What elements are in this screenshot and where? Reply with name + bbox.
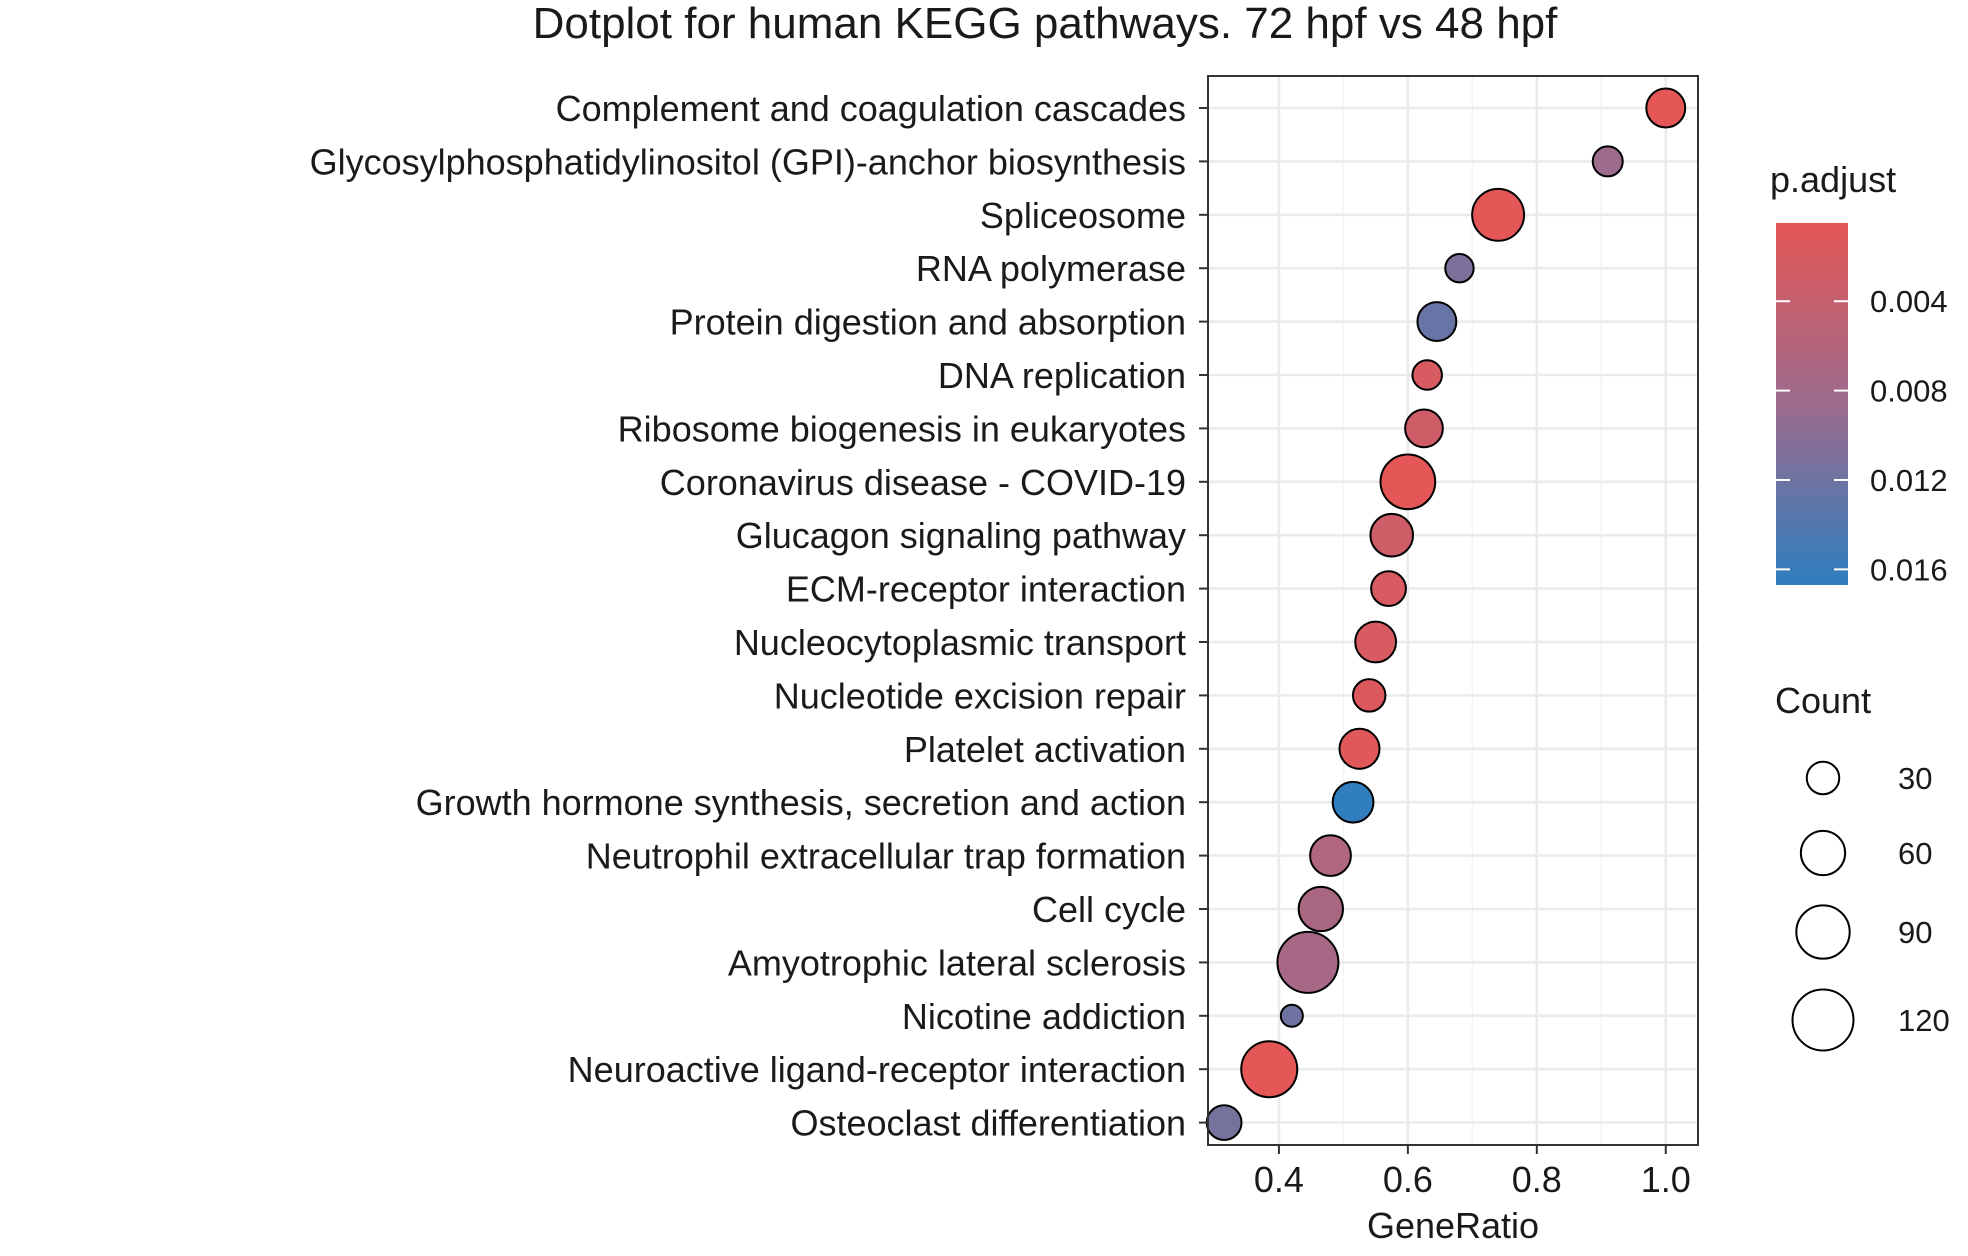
y-tick-label: Ribosome biogenesis in eukaryotes bbox=[618, 408, 1186, 449]
x-tick-label: 0.6 bbox=[1383, 1159, 1433, 1200]
color-legend-label: 0.012 bbox=[1870, 463, 1948, 498]
data-point bbox=[1240, 1040, 1299, 1099]
y-tick-label: RNA polymerase bbox=[916, 248, 1186, 289]
data-point bbox=[1379, 453, 1437, 511]
x-axis: 0.4 0.6 0.8 1.0 bbox=[1254, 1145, 1691, 1200]
size-legend-circle bbox=[1805, 760, 1841, 796]
y-tick-label: Neutrophil extracellular trap formation bbox=[586, 836, 1186, 877]
y-tick-label: Protein digestion and absorption bbox=[670, 302, 1186, 343]
x-tick-label: 1.0 bbox=[1641, 1159, 1691, 1200]
y-tick-label: Nucleotide excision repair bbox=[774, 675, 1186, 716]
size-legend-label: 90 bbox=[1898, 915, 1932, 950]
data-point bbox=[1411, 359, 1443, 391]
data-point bbox=[1279, 1003, 1304, 1028]
data-point bbox=[1338, 727, 1381, 770]
data-point bbox=[1331, 780, 1375, 824]
y-tick-label: Spliceosome bbox=[980, 195, 1186, 236]
data-point bbox=[1205, 1104, 1243, 1141]
data-point bbox=[1369, 512, 1415, 558]
size-legend: Count 30 60 90 120 bbox=[1775, 680, 1950, 1052]
y-tick-label: ECM-receptor interaction bbox=[786, 569, 1186, 610]
size-legend-circle bbox=[1791, 988, 1855, 1052]
data-point bbox=[1645, 87, 1687, 129]
y-tick-label: Neuroactive ligand-receptor interaction bbox=[568, 1049, 1186, 1090]
y-tick-label: DNA replication bbox=[938, 355, 1186, 396]
color-legend-label: 0.004 bbox=[1870, 284, 1948, 319]
y-tick-label: Coronavirus disease - COVID-19 bbox=[660, 462, 1186, 503]
data-point bbox=[1404, 408, 1444, 449]
data-point bbox=[1297, 885, 1344, 933]
y-tick-label: Glycosylphosphatidylinositol (GPI)-ancho… bbox=[310, 141, 1186, 182]
x-tick-label: 0.4 bbox=[1254, 1159, 1304, 1200]
y-axis: Complement and coagulation cascades Glyco… bbox=[310, 88, 1208, 1144]
size-legend-circle bbox=[1795, 904, 1851, 960]
color-legend-title: p.adjust bbox=[1770, 159, 1896, 200]
data-point bbox=[1591, 145, 1624, 178]
y-tick-label: Growth hormone synthesis, secretion and … bbox=[416, 782, 1186, 823]
data-point bbox=[1354, 620, 1398, 664]
y-tick-label: Glucagon signaling pathway bbox=[736, 515, 1186, 556]
y-tick-label: Amyotrophic lateral sclerosis bbox=[728, 942, 1186, 983]
y-tick-label: Osteoclast differentiation bbox=[790, 1103, 1186, 1144]
x-axis-title: GeneRatio bbox=[1367, 1205, 1539, 1246]
data-point bbox=[1351, 678, 1387, 713]
chart-title: Dotplot for human KEGG pathways. 72 hpf … bbox=[533, 0, 1559, 48]
y-tick-label: Cell cycle bbox=[1032, 889, 1186, 930]
color-legend-bar bbox=[1776, 223, 1848, 585]
data-point bbox=[1276, 930, 1340, 994]
y-tick-label: Nicotine addiction bbox=[902, 996, 1186, 1037]
color-legend-label: 0.008 bbox=[1870, 374, 1948, 409]
y-tick-label: Platelet activation bbox=[904, 729, 1186, 770]
size-legend-title: Count bbox=[1775, 680, 1871, 721]
size-legend-circle bbox=[1799, 829, 1847, 877]
point-layer bbox=[1205, 87, 1687, 1141]
grid-layer bbox=[1208, 76, 1698, 1145]
x-tick-label: 0.8 bbox=[1512, 1159, 1562, 1200]
data-point bbox=[1471, 187, 1526, 242]
data-point bbox=[1416, 301, 1458, 343]
color-legend: p.adjust 0.004 0.008 0.012 0.016 bbox=[1770, 159, 1948, 587]
color-legend-label: 0.016 bbox=[1870, 552, 1948, 587]
y-tick-label: Nucleocytoplasmic transport bbox=[734, 622, 1186, 663]
data-point bbox=[1444, 253, 1475, 284]
plot-panel bbox=[1208, 76, 1698, 1145]
size-legend-label: 120 bbox=[1898, 1003, 1950, 1038]
size-legend-label: 60 bbox=[1898, 836, 1932, 871]
y-tick-label: Complement and coagulation cascades bbox=[556, 88, 1186, 129]
data-point bbox=[1370, 570, 1407, 607]
size-legend-label: 30 bbox=[1898, 761, 1932, 796]
data-point bbox=[1309, 834, 1352, 877]
plot-panel-border bbox=[1207, 75, 1699, 1146]
